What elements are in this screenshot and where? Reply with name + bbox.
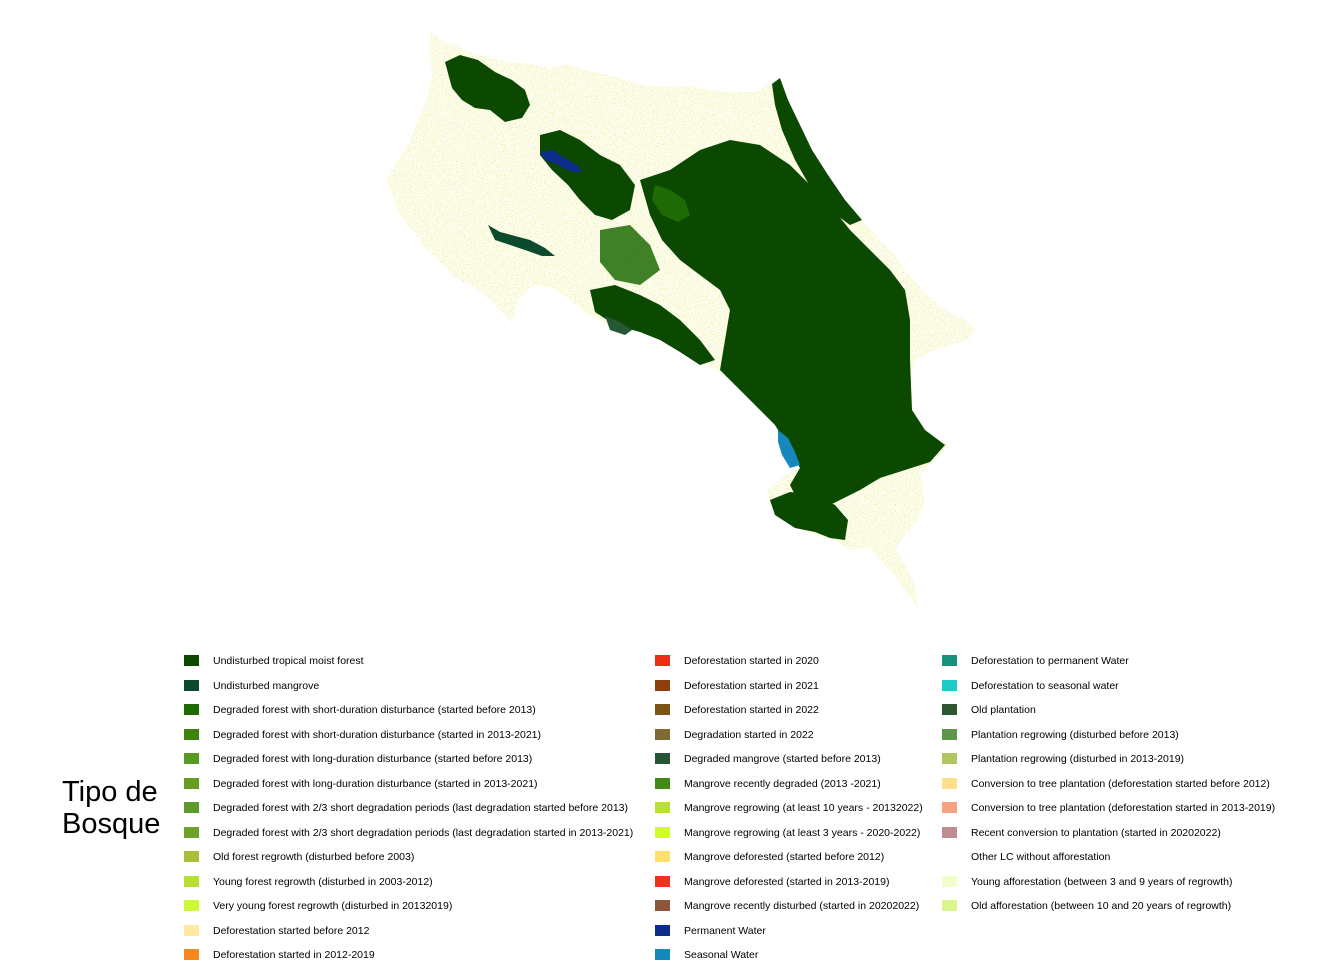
legend-swatch [184,704,199,715]
legend-label: Mangrove recently degraded (2013 -2021) [684,777,881,790]
legend-swatch [184,802,199,813]
legend-label: Deforestation started before 2012 [213,924,370,937]
legend-label: Other LC without afforestation [971,851,1111,863]
legend-label: Deforestation started in 2022 [684,704,819,716]
legend-swatch [942,802,957,813]
legend-label: Permanent Water [684,924,766,937]
forest-south-pacific [590,285,715,365]
legend-swatch [655,949,670,960]
legend-swatch [184,851,199,862]
legend-swatch [184,655,199,666]
forest-central-west [600,225,660,285]
legend-swatch [655,753,670,764]
terraba-mangrove [778,430,800,468]
legend-title: Tipo de Bosque [62,776,182,840]
forest-northwest [445,55,530,122]
legend-label: Degraded forest with long-duration distu… [213,753,533,765]
legend-label: Undisturbed tropical moist forest [213,655,364,667]
forest-caribbean-coast [772,78,862,225]
legend-swatch [184,826,199,838]
legend-label: Degraded mangrove (started before 2013) [684,753,881,765]
legend-swatch [942,728,957,740]
legend-swatch [655,924,670,936]
legend-label: Deforestation to permanent Water [971,655,1129,667]
legend-title-line1: Tipo de [62,776,158,808]
legend-swatch [184,875,199,887]
legend-label: Mangrove deforested (started in 2013-201… [684,875,890,888]
legend-label: Old forest regrowth (disturbed before 20… [213,851,415,863]
legend-label: Deforestation started in 2020 [684,655,819,667]
forest-northwest-2 [540,130,635,220]
legend-swatch [655,728,670,740]
legend-label: Young forest regrowth (disturbed in 2003… [213,875,433,888]
costa-rica-map-svg [386,32,976,608]
legend-label: Mangrove regrowing (at least 3 years - 2… [684,826,921,839]
legend-swatch [184,924,199,936]
pacific-mangrove [605,316,632,335]
legend-title-line2: Bosque [62,808,161,840]
forest-osa [770,492,848,540]
legend-label: Degradation started in 2022 [684,728,814,741]
legend-label: Degraded forest with short-duration dist… [213,704,536,716]
forest-central [640,140,945,510]
legend-label: Deforestation to seasonal water [971,679,1119,692]
legend-label: Young afforestation (between 3 and 9 yea… [971,875,1233,888]
legend-label: Mangrove deforested (started before 2012… [684,851,885,863]
legend-swatch [942,679,957,691]
legend-swatch [942,753,957,764]
legend-swatch [655,851,670,862]
legend-label: Undisturbed mangrove [213,679,320,692]
legend-label: Old plantation [971,704,1036,716]
legend-label: Plantation regrowing (disturbed before 2… [971,728,1179,741]
legend-label: Old afforestation (between 10 and 20 yea… [971,900,1232,912]
legend-label: Seasonal Water [684,949,759,961]
legend-swatch [942,851,957,862]
legend-label: Plantation regrowing (disturbed in 2013-… [971,753,1185,765]
legend-swatch [184,900,199,911]
lake-arenal [540,150,582,172]
legend-swatch [942,704,957,715]
legend-label: Deforestation started in 2012-2019 [213,949,375,961]
legend-swatch [655,826,670,838]
legend-label: Degraded forest with long-duration distu… [213,777,538,790]
legend-label: Very young forest regrowth (disturbed in… [213,900,453,912]
legend-label: Recent conversion to plantation (started… [971,826,1221,839]
legend-swatch [942,777,957,789]
legend-swatch [184,753,199,764]
legend-label: Conversion to tree plantation (deforesta… [971,802,1276,814]
legend-swatch [184,728,199,740]
legend-label: Mangrove regrowing (at least 10 years - … [684,802,923,814]
legend-swatch [942,875,957,887]
legend-label: Deforestation started in 2021 [684,679,819,692]
legend-swatch [655,777,670,789]
gulf-nicoya-mangrove [488,225,555,256]
legend-label: Degraded forest with short-duration dist… [213,728,542,741]
legend-label: Degraded forest with 2/3 short degradati… [213,802,629,814]
legend-swatch [184,949,199,960]
forest-type-map [386,32,976,608]
legend-label: Conversion to tree plantation (deforesta… [971,777,1270,790]
legend-swatch [655,900,670,911]
legend-label: Degraded forest with 2/3 short degradati… [213,826,634,839]
forest-north-patch [652,185,690,222]
legend-swatch [942,900,957,911]
legend-swatch [655,802,670,813]
legend-swatch [184,777,199,789]
legend-swatch [655,679,670,691]
legend-swatch [655,704,670,715]
legend-swatch [655,875,670,887]
legend-swatch [942,826,957,838]
legend-swatch [655,655,670,666]
legend-swatch [184,679,199,691]
legend-swatch [942,655,957,666]
legend-label: Mangrove recently disturbed (started in … [684,900,920,912]
